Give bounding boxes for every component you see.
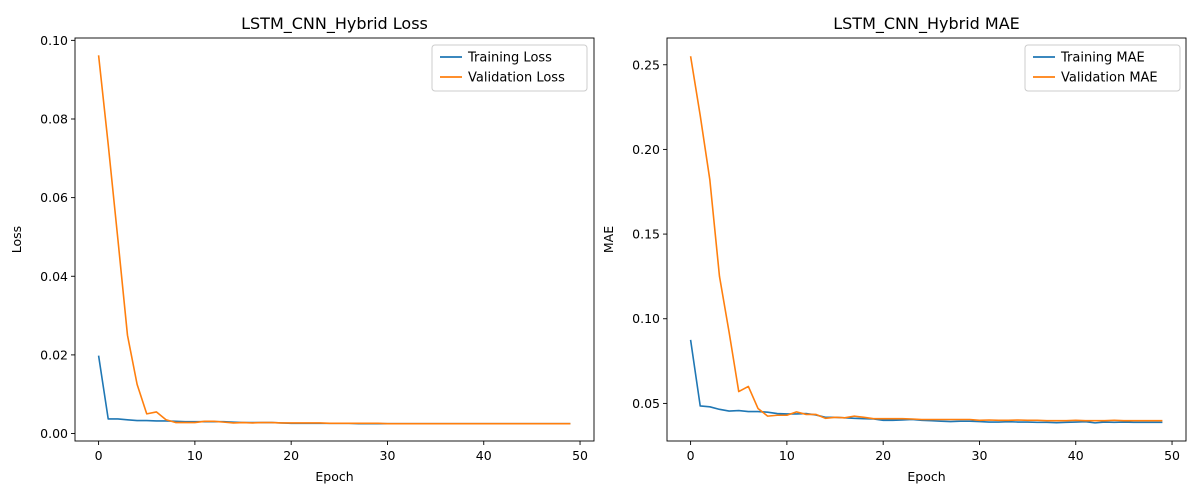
y-axis-label: Loss	[9, 226, 24, 253]
x-tick-label: 30	[972, 448, 988, 463]
series-line-2	[97, 55, 571, 425]
x-tick-label: 40	[476, 448, 492, 463]
axes-frame	[74, 37, 595, 442]
legend-box	[1024, 44, 1181, 92]
series-line-2	[689, 56, 1163, 422]
x-tick-label: 10	[779, 448, 795, 463]
y-tick-label: 0.02	[40, 347, 68, 362]
x-tick-label: 0	[687, 448, 695, 463]
plot-area	[689, 56, 1163, 424]
chart-panel-1: LSTM_CNN_Hybrid Loss 0 10 20 30 40 50 0.00 0.02 0…	[9, 14, 595, 484]
series-line-1	[689, 339, 1163, 424]
y-tick-label: 0.20	[632, 142, 660, 157]
y-axis-label: MAE	[601, 226, 616, 253]
x-tick-label: 50	[1164, 448, 1180, 463]
legend-label-1: Training MAE	[1060, 51, 1145, 66]
y-tick-label: 0.15	[632, 227, 660, 242]
y-tick-label: 0.25	[632, 57, 660, 72]
x-axis-label: Epoch	[907, 469, 945, 484]
y-tick-label: 0.10	[40, 33, 68, 48]
chart-title: LSTM_CNN_Hybrid Loss	[241, 14, 428, 34]
y-tick-label: 0.00	[40, 426, 68, 441]
x-tick-label: 20	[283, 448, 299, 463]
series-line-1	[97, 355, 571, 425]
x-tick-label: 20	[875, 448, 891, 463]
y-tick-label: 0.08	[40, 111, 68, 126]
x-tick-label: 30	[380, 448, 396, 463]
legend-label-2: Validation MAE	[1061, 71, 1158, 86]
y-tick-label: 0.06	[40, 190, 68, 205]
y-tick-label: 0.05	[632, 396, 660, 411]
plot-area	[97, 55, 571, 425]
y-tick-label: 0.10	[632, 311, 660, 326]
y-tick-label: 0.04	[40, 269, 68, 284]
legend: Training MAE Validation MAE	[1024, 44, 1181, 92]
x-tick-label: 0	[95, 448, 103, 463]
legend-box	[431, 44, 588, 92]
x-axis-label: Epoch	[315, 469, 353, 484]
legend-label-2: Validation Loss	[468, 71, 565, 86]
x-tick-label: 10	[187, 448, 203, 463]
legend: Training Loss Validation Loss	[431, 44, 588, 92]
legend-label-1: Training Loss	[467, 51, 552, 66]
x-tick-label: 50	[572, 448, 588, 463]
chart-title: LSTM_CNN_Hybrid MAE	[833, 14, 1020, 34]
axes-frame	[666, 37, 1187, 442]
x-tick-label: 40	[1068, 448, 1084, 463]
chart-panel-2: LSTM_CNN_Hybrid MAE 0 10 20 30 40 50 0.05 0.10 0.…	[601, 14, 1187, 484]
